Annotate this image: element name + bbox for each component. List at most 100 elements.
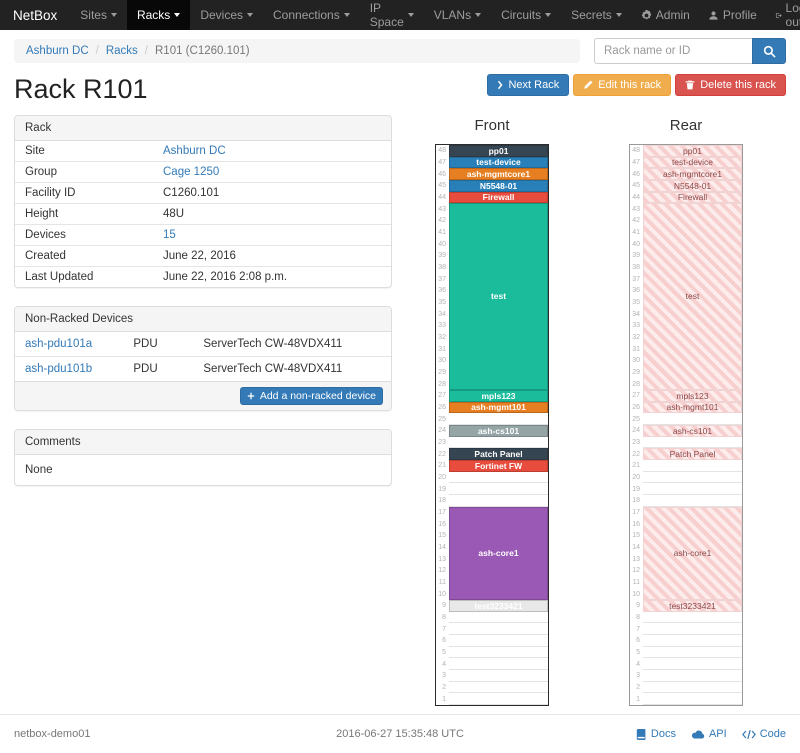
page-head: Next Rack Edit this rack Delete this rac… [14,74,786,105]
unit-number: 19 [632,485,640,493]
rack-device[interactable]: Patch Panel [643,448,742,460]
navbar-menu: Sites Racks Devices Connections IP Space VLAN… [70,0,632,30]
attribute-label: Height [15,203,153,225]
rack-device[interactable]: test [449,203,548,390]
edit-rack-button[interactable]: Edit this rack [573,74,672,96]
unit-number: 14 [632,543,640,551]
rack-slot-empty [643,483,742,495]
rack-device[interactable]: Fortinet FW [449,460,548,472]
rack-device[interactable]: ash-mgmtcore1 [643,168,742,180]
rack-device[interactable]: Patch Panel [449,448,548,460]
attribute-value-link[interactable]: Ashburn DC [163,145,226,157]
rack-slot-empty [643,670,742,682]
rack-device[interactable]: N5548-01 [449,180,548,192]
rack-slot-empty [643,612,742,624]
rack-device[interactable]: pp01 [643,145,742,157]
docs-link[interactable]: Docs [636,728,676,740]
rack-device[interactable]: pp01 [449,145,548,157]
unit-number: 10 [438,590,446,598]
attribute-value-link[interactable]: 15 [163,229,176,241]
unit-number: 22 [438,450,446,458]
rack-slot-empty [643,437,742,449]
rack-device[interactable]: test3233421 [643,600,742,612]
rack-device[interactable]: test3233421 [449,600,548,612]
rack-device[interactable]: ash-core1 [449,506,548,600]
unit-number: 28 [438,380,446,388]
rack-device[interactable]: ash-cs101 [643,425,742,437]
nav-item-label: Circuits [501,8,542,22]
delete-rack-button[interactable]: Delete this rack [675,74,786,96]
nav-item-vlans[interactable]: VLANs [424,0,491,30]
unit-number: 3 [442,672,446,680]
unit-number: 8 [636,613,640,621]
rack-slot-empty [449,693,548,705]
rack-device[interactable]: ash-mgmt101 [643,401,742,414]
nav-item-devices[interactable]: Devices [190,0,263,30]
unit-number: 16 [632,520,640,528]
rack-device[interactable]: mpls123 [643,390,742,402]
nav-item-label: Connections [273,8,340,22]
rack-slot-empty [449,670,548,682]
rack-search-button[interactable] [752,38,786,64]
unit-number: 4 [636,660,640,668]
device-model-cell: ServerTech CW-48VDX411 [203,338,343,350]
admin-label: Admin [655,8,690,22]
nav-item-circuits[interactable]: Circuits [491,0,561,30]
app-brand[interactable]: NetBox [13,7,58,23]
device-name-cell: ash-pdu101b [15,356,124,381]
rack-device[interactable]: ash-mgmtcore1 [449,168,548,180]
device-name-link[interactable]: ash-pdu101a [25,338,93,350]
unit-number: 12 [438,567,446,575]
device-name-link[interactable]: ash-pdu101b [25,363,93,375]
admin-link[interactable]: Admin [632,0,699,30]
nonracked-device-row: ash-pdu101a PDU ServerTech CW-48VDX411 [15,332,391,357]
rack-device[interactable]: test-device [449,156,548,169]
rack-slot-empty [643,682,742,694]
api-link[interactable]: API [691,728,727,740]
profile-link[interactable]: Profile [699,0,766,30]
rack-search-input[interactable] [594,38,752,64]
breadcrumb: Ashburn DC / Racks / R101 (C1260.101) [14,39,580,63]
nav-item-ip-space[interactable]: IP Space [360,0,424,30]
rack-device[interactable]: ash-mgmt101 [449,401,548,414]
rack-device[interactable]: mpls123 [449,390,548,402]
code-link[interactable]: Code [741,728,786,740]
pencil-icon [584,80,593,89]
rack-device[interactable]: test-device [643,156,742,169]
nav-item-connections[interactable]: Connections [263,0,360,30]
rack-device[interactable]: test [643,203,742,390]
profile-label: Profile [722,8,757,22]
unit-number: 38 [632,263,640,271]
breadcrumb-item[interactable]: Ashburn DC [26,45,89,57]
api-label: API [708,728,727,740]
nav-item-label: Devices [200,8,243,22]
unit-number: 7 [442,625,446,633]
unit-number: 12 [632,567,640,575]
attribute-value-link[interactable]: Cage 1250 [163,166,220,178]
nav-item-sites[interactable]: Sites [70,0,127,30]
chevron-down-icon [110,13,117,17]
rack-attribute-row: Devices 15 [15,224,391,246]
rack-device[interactable]: ash-core1 [643,506,742,600]
rack-device[interactable]: N5548-01 [643,180,742,192]
logout-link[interactable]: Log out [766,0,800,30]
rear-rack: 48 47 46 45 44 43 42 41 40 39 38 37 36 35 34 33 32 31 30 29… [629,144,743,706]
unit-number: 46 [632,170,640,178]
nav-item-secrets[interactable]: Secrets [561,0,632,30]
add-nonracked-device-button[interactable]: Add a non-racked device [239,387,383,405]
unit-number: 18 [632,497,640,505]
rack-device[interactable]: Firewall [449,191,548,204]
nav-item-label: Secrets [571,8,612,22]
rack-device[interactable]: Firewall [643,191,742,204]
code-label: Code [759,728,786,740]
unit-number: 15 [438,532,446,540]
breadcrumb-item[interactable]: Racks [105,45,138,57]
rack-attribute-row: Facility ID C1260.101 [15,182,391,204]
unit-number: 6 [636,637,640,645]
unit-number: 1 [636,695,640,703]
next-rack-button[interactable]: Next Rack [487,74,570,96]
nav-item-racks[interactable]: Racks [126,0,191,30]
rack-device[interactable]: ash-cs101 [449,425,548,437]
left-column: Rack Site Ashburn DC Group Cage 1250 Facilit… [14,115,392,504]
